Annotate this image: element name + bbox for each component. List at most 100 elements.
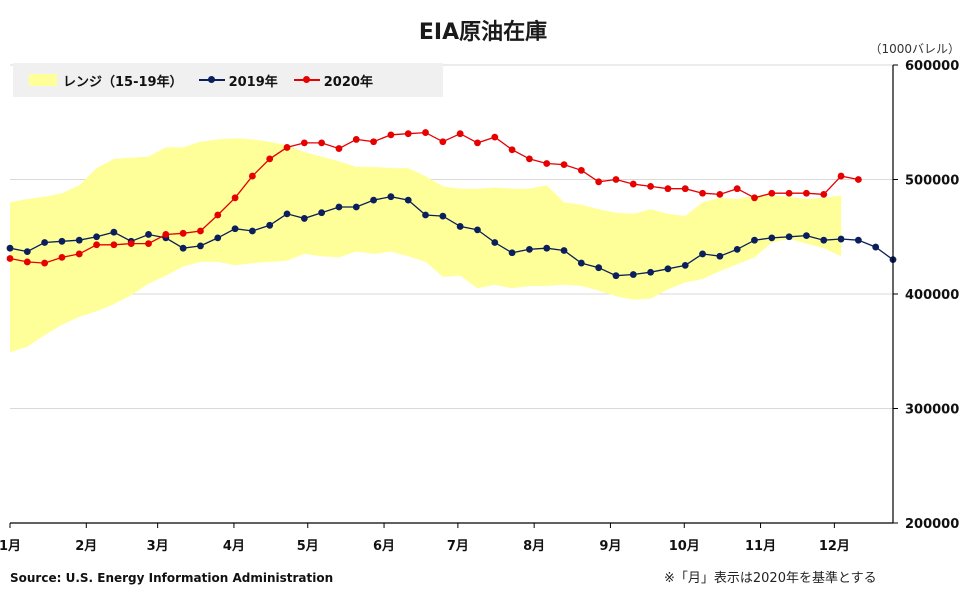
- legend-item-range: レンジ（15-19年）: [29, 71, 183, 90]
- data-point-2019: [508, 249, 516, 257]
- data-point-2019: [681, 261, 689, 269]
- data-point-2019: [751, 236, 758, 244]
- data-point-2020: [75, 250, 83, 258]
- data-point-2020: [681, 185, 689, 193]
- data-point-2019: [820, 236, 828, 244]
- data-point-2019: [456, 223, 464, 230]
- data-point-2020: [370, 138, 377, 146]
- data-point-2020: [283, 144, 291, 151]
- data-point-2019: [595, 264, 603, 272]
- data-point-2019: [664, 265, 672, 273]
- data-point-2019: [352, 203, 360, 211]
- data-point-2020: [214, 211, 222, 219]
- data-point-2019: [422, 211, 429, 219]
- data-point-2019: [370, 196, 377, 204]
- data-point-2019: [543, 244, 551, 252]
- x-tick-label: 3月: [147, 539, 169, 554]
- data-point-2020: [23, 258, 31, 266]
- data-point-2019: [41, 239, 49, 246]
- data-point-2020: [439, 138, 447, 146]
- data-point-2020: [716, 190, 724, 198]
- data-point-2019: [577, 259, 585, 267]
- data-point-2019: [526, 245, 533, 253]
- data-point-2019: [733, 245, 741, 253]
- x-tick-label: 2月: [75, 539, 97, 554]
- x-tick-label: 11月: [745, 539, 776, 554]
- data-point-2019: [560, 247, 568, 254]
- y-tick-label: 300000: [905, 403, 959, 418]
- data-point-2019: [872, 243, 880, 251]
- data-point-2020: [491, 133, 499, 141]
- chart-title: EIA原油在庫: [418, 20, 548, 45]
- data-point-2020: [404, 130, 412, 138]
- data-point-2020: [335, 145, 343, 152]
- data-point-2020: [543, 160, 551, 167]
- data-point-2020: [93, 241, 100, 249]
- data-point-2019: [300, 215, 308, 222]
- legend-label-2020: 2020年: [323, 74, 373, 90]
- legend-item-2020: 2020年: [293, 71, 373, 90]
- data-point-2020: [352, 136, 360, 143]
- data-point-2020: [248, 172, 256, 180]
- data-point-2019: [491, 239, 499, 246]
- data-point-2020: [110, 241, 118, 249]
- data-point-2020: [733, 185, 741, 193]
- data-point-2020: [647, 182, 655, 190]
- data-point-2019: [335, 203, 343, 211]
- x-tick-label: 1月: [0, 539, 21, 554]
- legend-item-2019: 2019年: [198, 71, 278, 90]
- data-point-2019: [248, 227, 256, 235]
- data-point-2019: [318, 209, 326, 217]
- y-axis-unit-label: （1000バレル）: [869, 42, 960, 56]
- data-point-2019: [768, 234, 776, 242]
- data-point-2020: [854, 176, 862, 183]
- data-point-2020: [751, 194, 758, 202]
- data-point-2020: [162, 231, 170, 238]
- data-point-2019: [6, 244, 14, 252]
- data-point-2020: [197, 227, 204, 235]
- x-tick-label: 6月: [373, 539, 395, 554]
- data-point-2019: [837, 235, 845, 243]
- data-point-2020: [577, 166, 585, 174]
- data-point-2019: [699, 250, 706, 258]
- data-point-2019: [854, 236, 862, 244]
- data-point-2020: [768, 189, 776, 197]
- data-point-2020: [422, 129, 429, 136]
- data-point-2020: [58, 253, 66, 261]
- range-band-layer: [10, 138, 842, 353]
- data-point-2019: [474, 226, 481, 234]
- data-point-2020: [612, 176, 620, 183]
- y-tick-label: 600000: [905, 59, 959, 74]
- data-point-2019: [387, 193, 395, 201]
- data-point-2020: [526, 155, 533, 163]
- data-point-2019: [231, 225, 239, 233]
- data-point-2020: [837, 172, 845, 180]
- data-point-2019: [75, 236, 83, 244]
- y-tick-label: 400000: [905, 288, 959, 303]
- data-point-2019: [404, 196, 412, 204]
- x-tick-label: 7月: [447, 539, 469, 554]
- x-tick-label: 10月: [669, 539, 700, 554]
- source-note: Source: U.S. Energy Information Administ…: [10, 571, 334, 585]
- range-band-area: [10, 138, 842, 353]
- data-point-2019: [214, 234, 222, 242]
- legend: レンジ（15-19年） 2019年 2020年: [13, 63, 443, 97]
- legend-swatch-2020: [293, 74, 320, 86]
- data-point-2020: [179, 229, 187, 237]
- data-point-2019: [266, 221, 274, 229]
- x-tick-label: 12月: [819, 539, 850, 554]
- data-point-2019: [110, 228, 118, 236]
- data-point-2020: [664, 185, 672, 193]
- data-point-2019: [803, 232, 810, 240]
- data-point-2019: [647, 268, 655, 276]
- legend-swatch-2019: [198, 74, 225, 86]
- data-point-2019: [785, 233, 793, 241]
- data-point-2020: [300, 139, 308, 147]
- axes: 200000 300000 400000 500000 600000 1月 2月 3月 4月 5月…: [0, 59, 959, 554]
- data-point-2019: [179, 244, 187, 252]
- legend-swatch-range: [29, 74, 57, 86]
- data-point-2020: [387, 131, 395, 139]
- data-point-2019: [145, 231, 152, 238]
- data-point-2020: [560, 161, 568, 169]
